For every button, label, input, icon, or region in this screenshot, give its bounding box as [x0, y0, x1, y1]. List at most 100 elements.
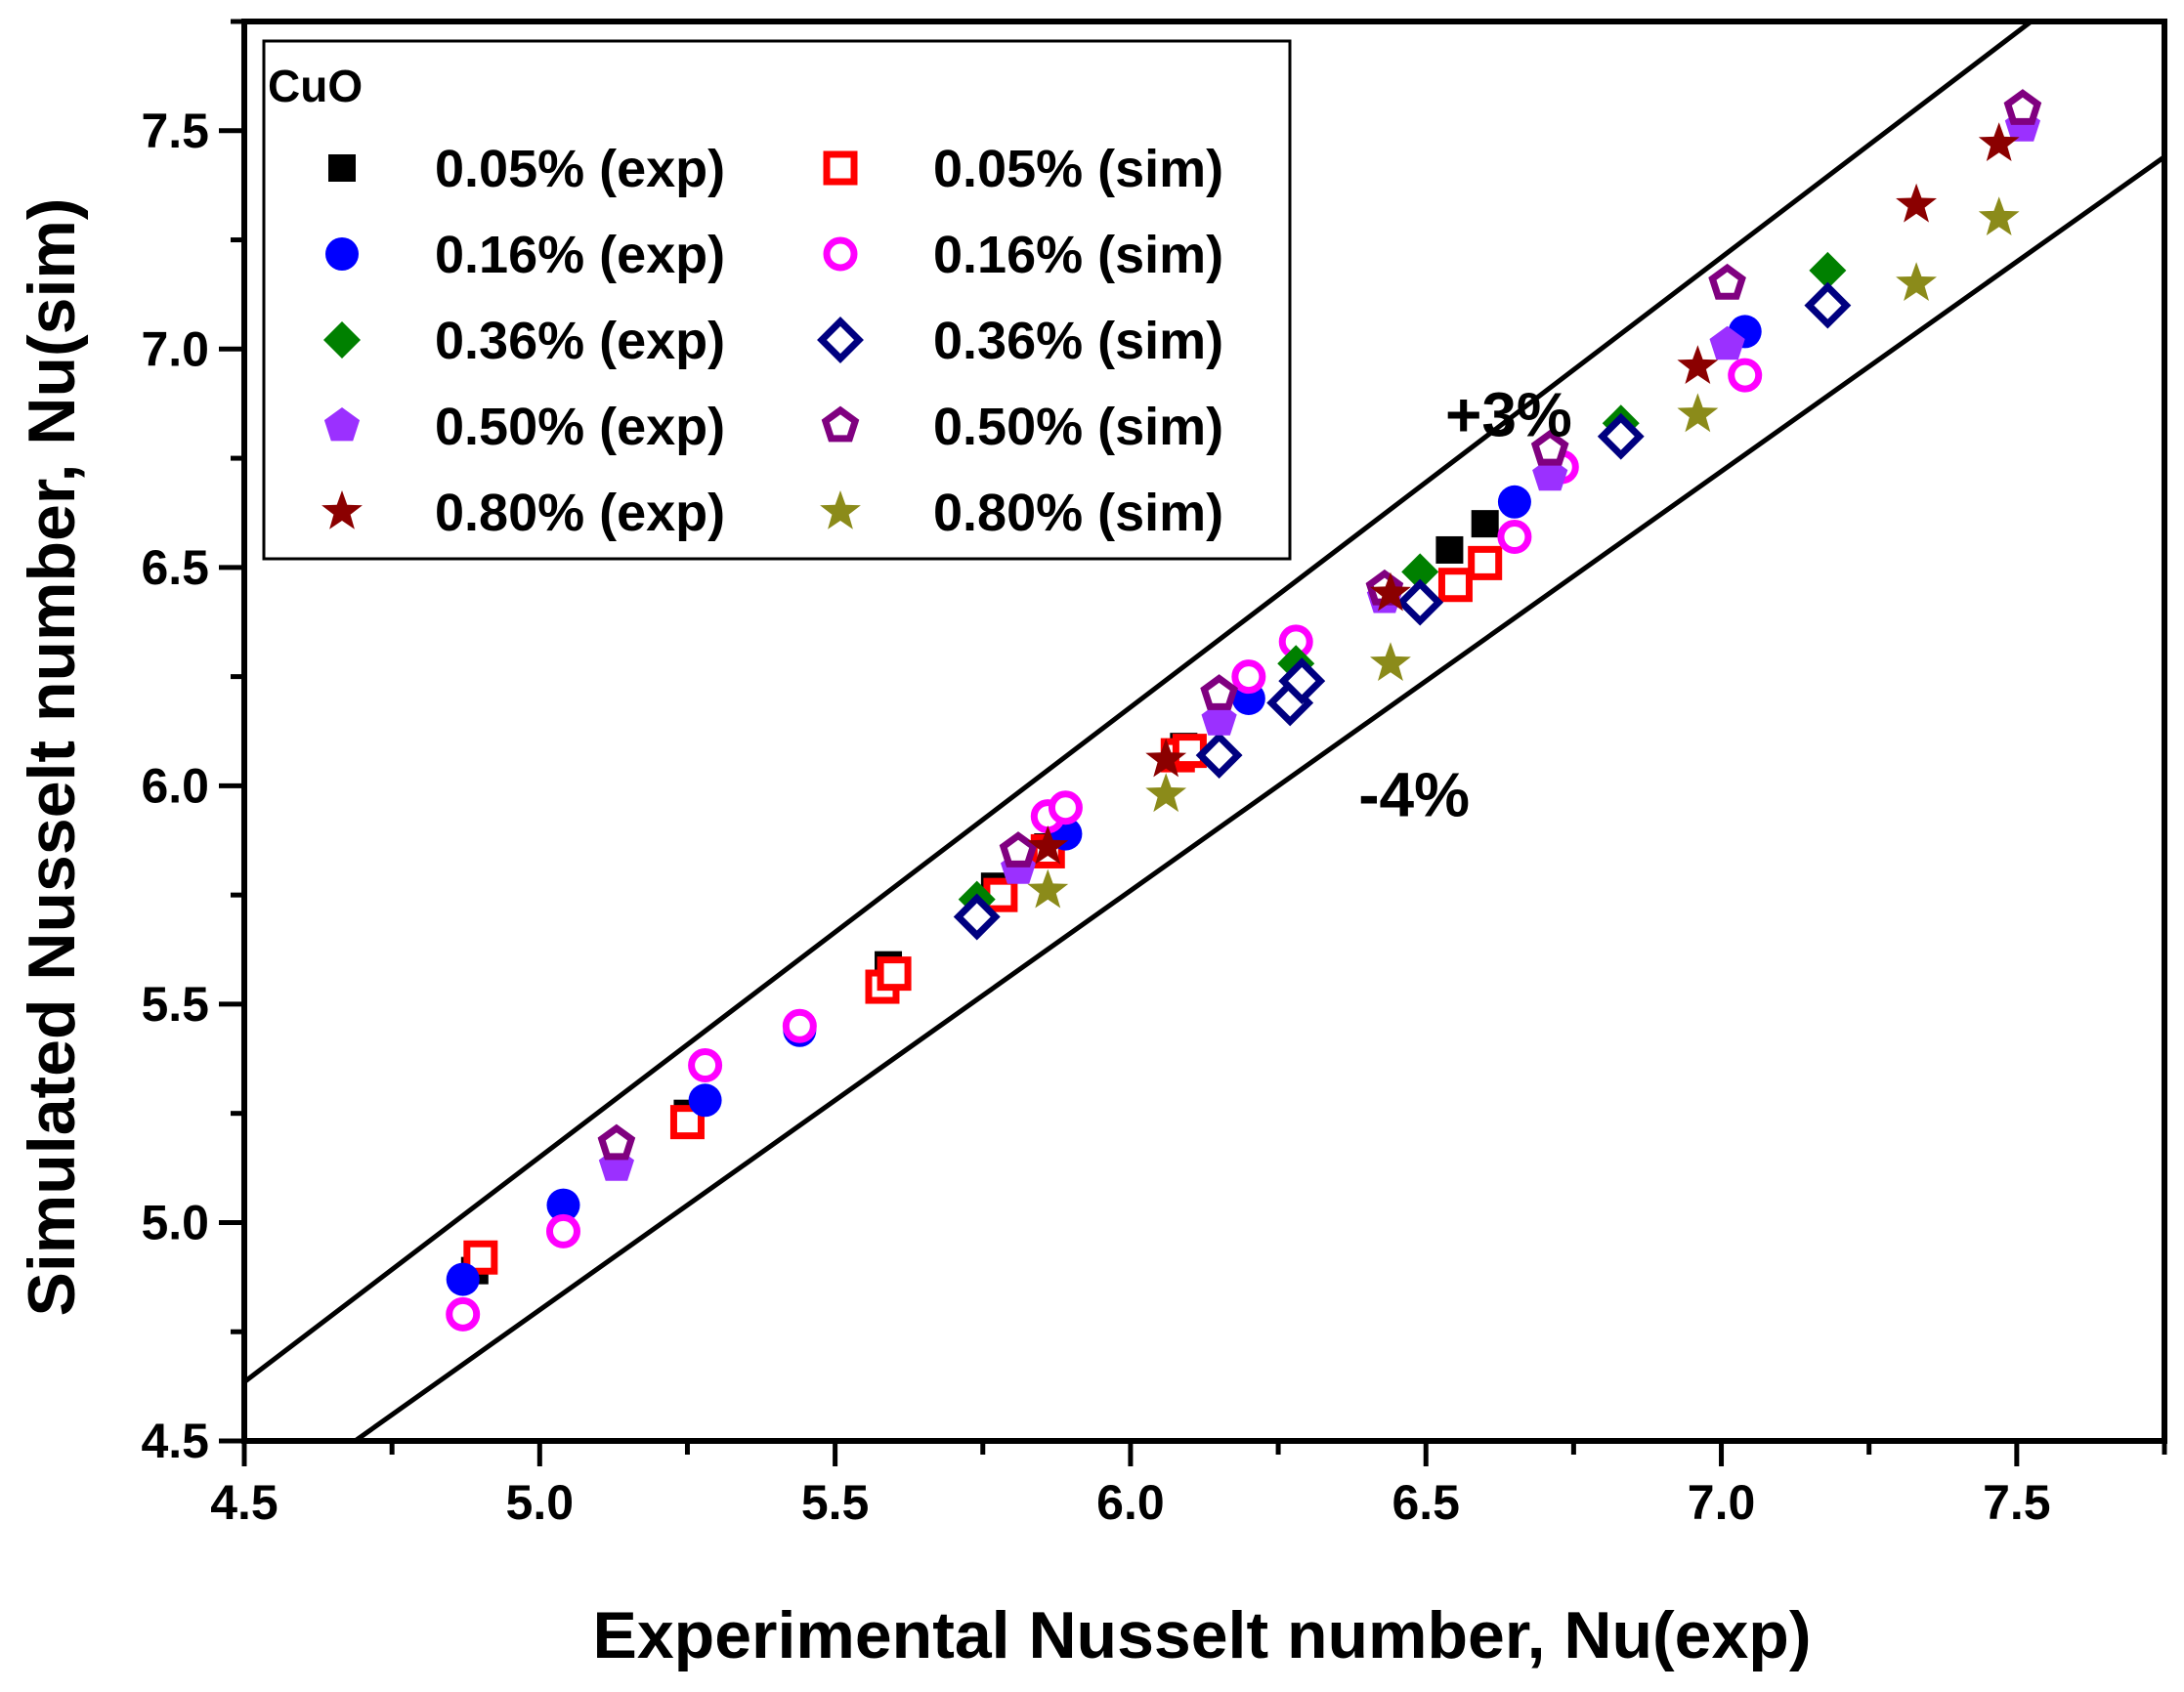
- data-point: [1145, 773, 1187, 813]
- legend-entry: 0.16% (exp): [325, 226, 725, 284]
- data-point: [1896, 262, 1937, 301]
- series-2: [446, 315, 1762, 1296]
- data-point: [446, 1262, 480, 1296]
- x-axis-title: Experimental Nusselt number, Nu(exp): [593, 1598, 1812, 1672]
- legend-label: 0.16% (sim): [933, 226, 1223, 284]
- x-tick-label: 4.5: [210, 1475, 278, 1530]
- legend-box: [262, 39, 1292, 561]
- legend-label: 0.16% (exp): [435, 226, 725, 284]
- data-point: [1804, 281, 1852, 329]
- data-point: [1370, 642, 1411, 681]
- series-1: [463, 545, 1503, 1275]
- data-point: [1048, 790, 1083, 825]
- data-point: [1497, 485, 1531, 519]
- x-tick-label: 7.0: [1688, 1475, 1756, 1530]
- series-8: [1027, 122, 2020, 865]
- legend-label: 0.36% (exp): [435, 312, 725, 370]
- legend-entry: 0.50% (exp): [323, 398, 725, 456]
- data-point: [1278, 657, 1326, 705]
- data-point: [1677, 345, 1719, 384]
- series-9: [1027, 196, 2020, 909]
- reference-line-plus-3-percent: [244, 21, 2035, 1384]
- data-point: [1027, 868, 1069, 909]
- data-point: [1200, 674, 1238, 710]
- x-tick-label: 5.5: [801, 1475, 870, 1530]
- y-tick-label: 6.0: [141, 758, 209, 813]
- data-point: [1401, 553, 1439, 591]
- data-point: [446, 1296, 481, 1332]
- band-label-plus-3: +3%: [1445, 379, 1572, 449]
- data-point: [463, 1240, 498, 1275]
- data-point: [1471, 510, 1499, 538]
- legend-entry: 0.80% (exp): [321, 484, 725, 542]
- legend-marker: [321, 490, 363, 529]
- reference-line-minus-4-percent: [351, 154, 2164, 1441]
- legend-entry: 0.05% (exp): [328, 140, 725, 198]
- x-tick-label: 5.0: [506, 1475, 575, 1530]
- legend-label: 0.50% (exp): [435, 398, 725, 456]
- legend-title: CuO: [268, 61, 363, 111]
- series-5: [953, 281, 1852, 941]
- legend-label: 0.36% (sim): [933, 312, 1223, 370]
- band-label-minus-4: -4%: [1358, 759, 1470, 829]
- x-tick-label: 6.5: [1392, 1475, 1460, 1530]
- y-tick-label: 6.5: [141, 540, 209, 595]
- data-point: [1497, 520, 1532, 555]
- legend-marker: [817, 317, 864, 363]
- legend-marker: [823, 236, 858, 272]
- data-point: [999, 831, 1038, 867]
- data-point: [545, 1213, 580, 1248]
- data-point: [953, 893, 1001, 941]
- y-tick-label: 7.5: [141, 104, 209, 158]
- data-point: [1709, 325, 1745, 360]
- legend-label: 0.80% (exp): [435, 484, 725, 542]
- data-point: [597, 1123, 636, 1161]
- data-point: [1396, 578, 1444, 626]
- legend-marker: [325, 237, 359, 271]
- legend-marker: [820, 490, 861, 529]
- data-point: [1597, 412, 1645, 460]
- legend-marker: [821, 405, 860, 443]
- data-point: [1195, 732, 1243, 780]
- data-point: [1978, 196, 2020, 235]
- legend-label: 0.50% (sim): [933, 398, 1223, 456]
- data-point: [546, 1188, 580, 1222]
- series-7: [597, 89, 2042, 1161]
- legend-entry: 0.80% (sim): [820, 484, 1223, 542]
- series-4: [958, 251, 1847, 918]
- data-point: [1435, 535, 1464, 564]
- legend-entry: 0.36% (exp): [323, 312, 725, 370]
- y-tick-label: 7.0: [141, 321, 209, 376]
- legend-label: 0.80% (sim): [933, 484, 1223, 542]
- legend-entry: 0.16% (sim): [823, 226, 1223, 284]
- y-tick-label: 5.0: [141, 1195, 209, 1249]
- x-tick-label: 6.0: [1096, 1475, 1165, 1530]
- y-tick-label: 5.5: [141, 977, 209, 1032]
- data-point: [688, 1083, 722, 1118]
- legend-label: 0.05% (sim): [933, 140, 1223, 198]
- data-point: [1809, 251, 1847, 289]
- legend-entry: 0.50% (sim): [821, 398, 1223, 456]
- legend-entry: 0.36% (sim): [817, 312, 1223, 370]
- data-point: [1468, 545, 1503, 580]
- legend-entry: 0.05% (sim): [823, 140, 1223, 198]
- data-point: [1896, 183, 1937, 223]
- data-point: [1530, 429, 1569, 466]
- data-point: [688, 1048, 723, 1083]
- data-point: [1172, 734, 1207, 769]
- data-point: [1728, 358, 1763, 393]
- data-point: [1437, 568, 1473, 603]
- data-point: [1708, 263, 1746, 300]
- data-point: [1231, 659, 1266, 695]
- data-point: [877, 956, 912, 992]
- data-point: [1370, 571, 1411, 612]
- data-point: [1677, 393, 1719, 433]
- x-tick-label: 7.5: [1983, 1475, 2051, 1530]
- legend-marker: [323, 321, 361, 359]
- data-point: [2003, 89, 2042, 125]
- legend-marker: [328, 154, 356, 182]
- data-point: [1027, 825, 1069, 865]
- legend-marker: [323, 407, 361, 442]
